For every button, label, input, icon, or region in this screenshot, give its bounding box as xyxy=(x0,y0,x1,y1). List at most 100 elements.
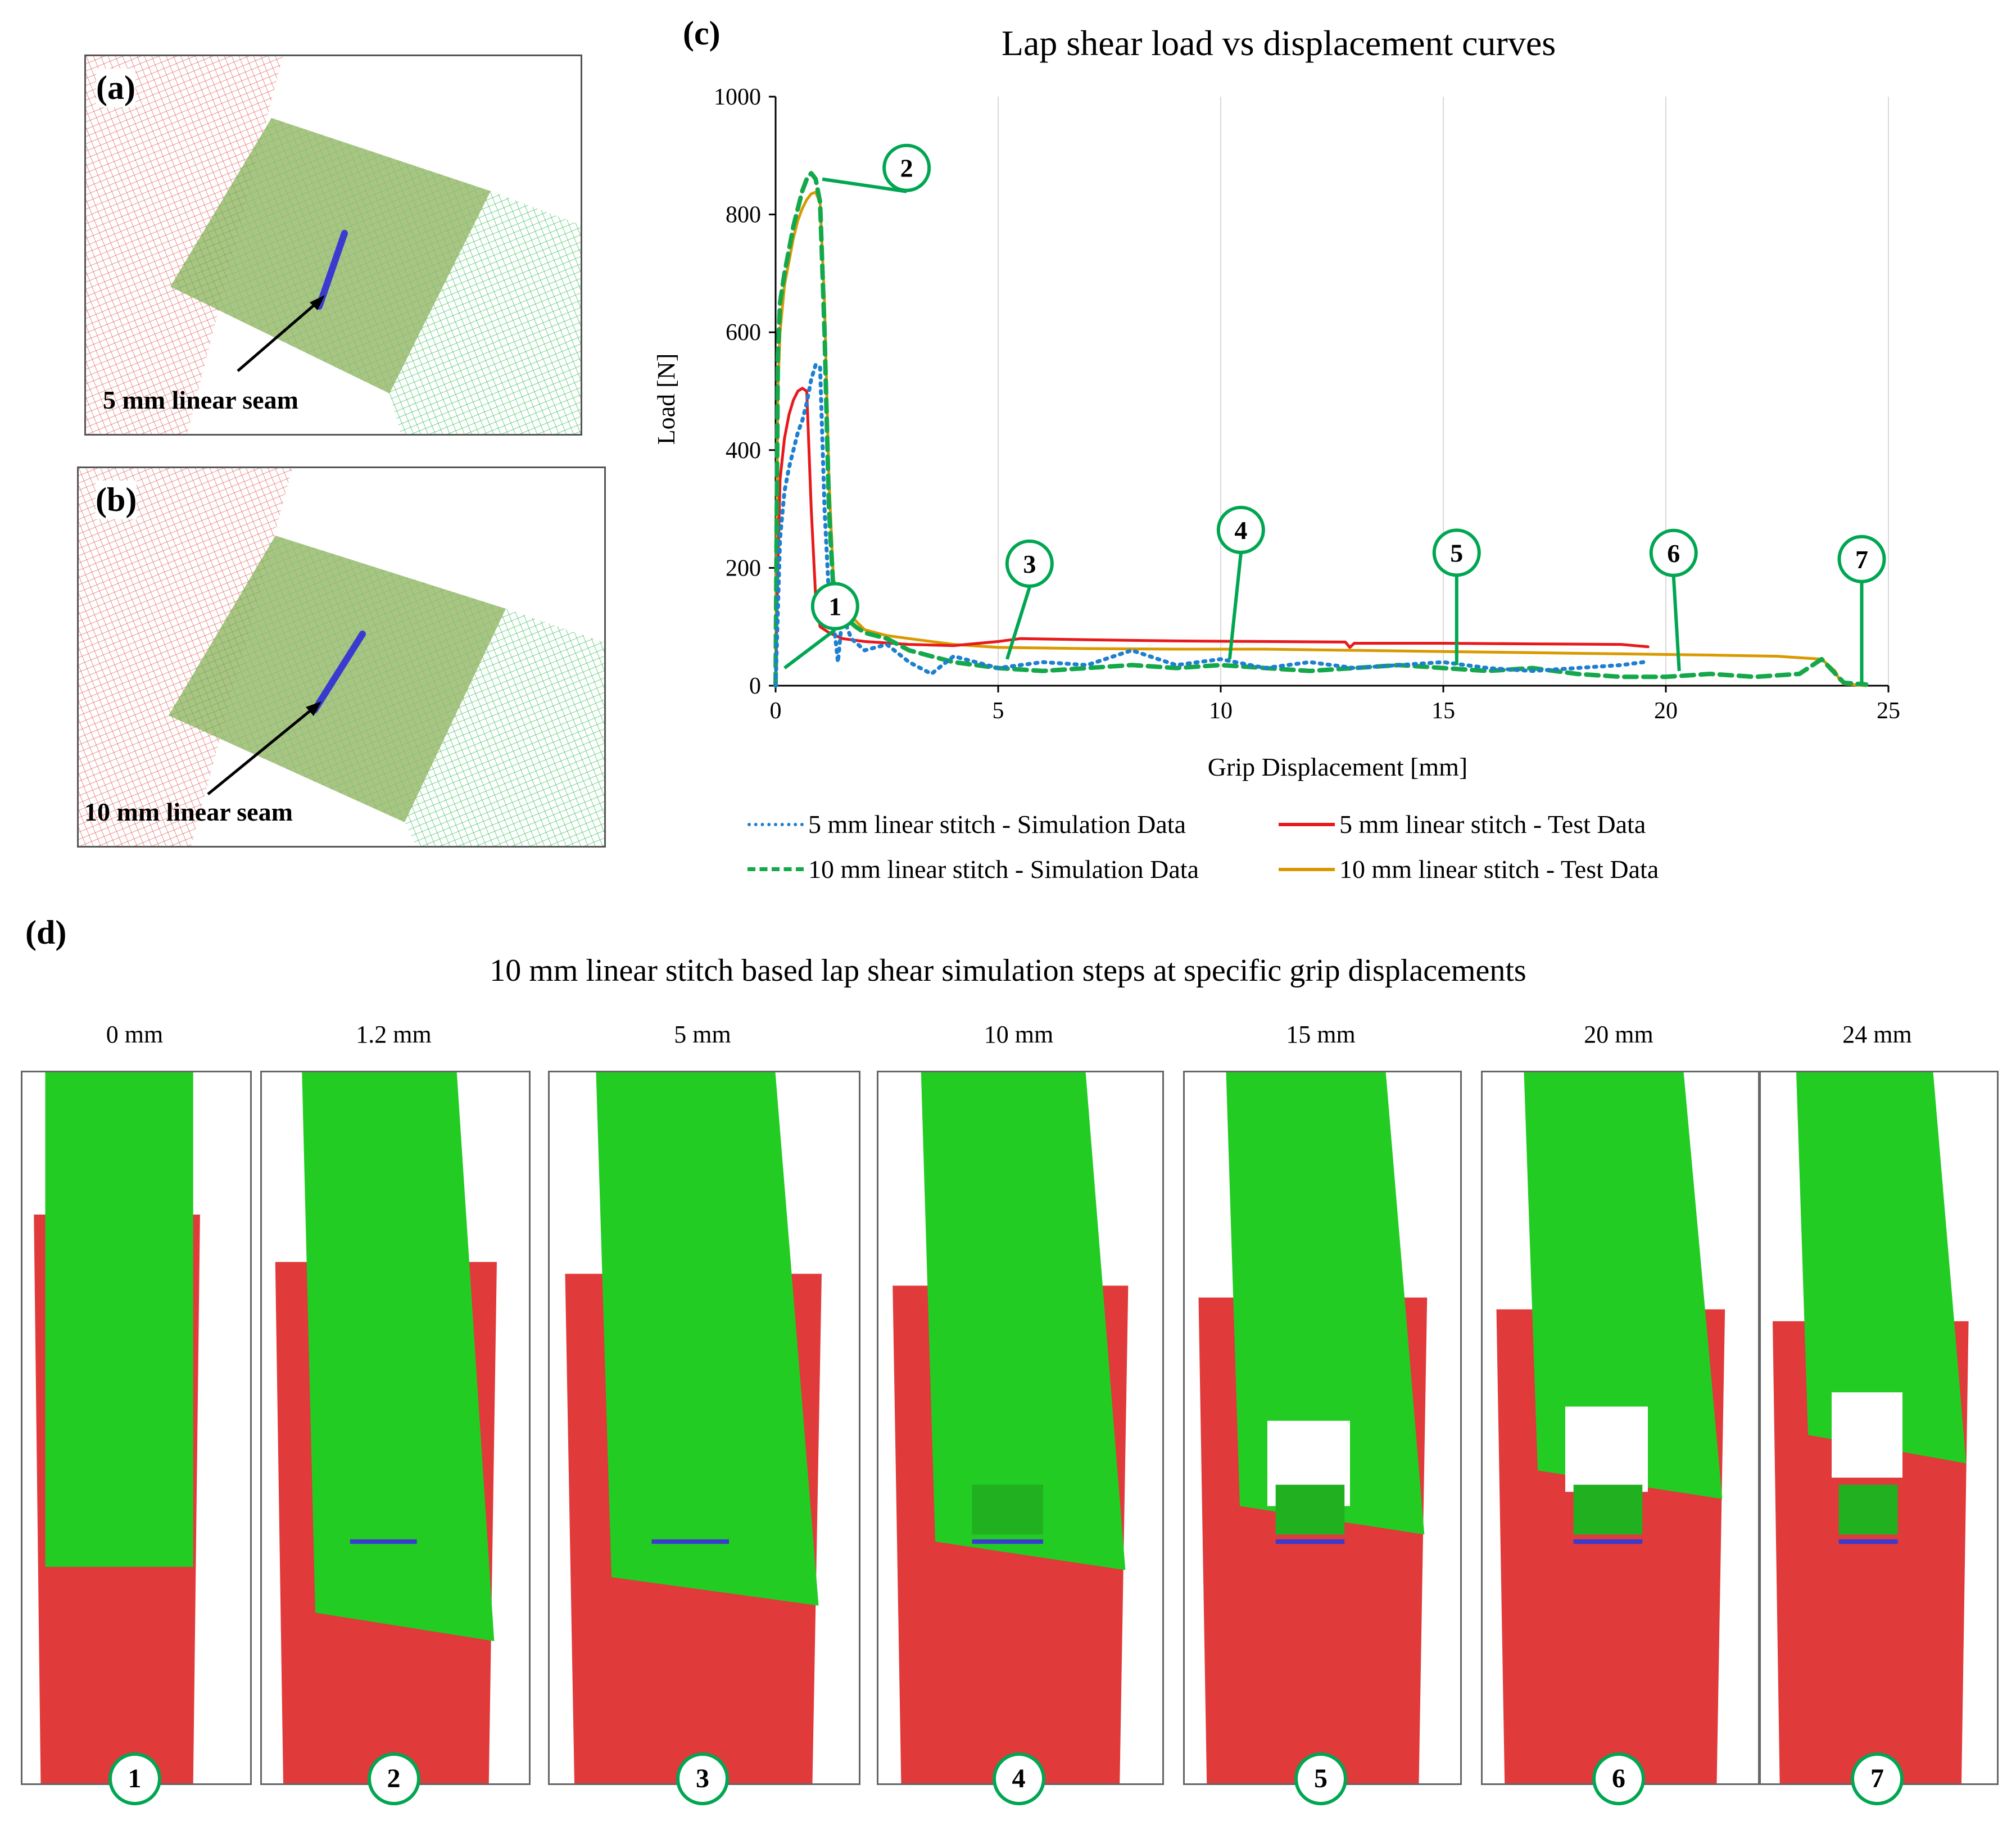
seam-line xyxy=(311,631,366,713)
panel-b-letter: (b) xyxy=(96,481,137,519)
top-green-sheet xyxy=(45,1072,193,1567)
seam-line xyxy=(316,230,348,310)
top-green-sheet xyxy=(596,1072,819,1606)
marker-label-2: 2 xyxy=(900,154,913,183)
step-marker-circle: 1 xyxy=(108,1752,161,1805)
series-line-4 xyxy=(774,191,1868,687)
stitch-band xyxy=(1275,1484,1345,1535)
panel-d-letter: (d) xyxy=(25,914,67,951)
series-line-2 xyxy=(774,387,1650,687)
marker-arrow-6 xyxy=(1671,576,1681,671)
step-frame xyxy=(21,1071,252,1785)
top-green-sheet xyxy=(1796,1072,1967,1464)
step-frame xyxy=(548,1071,860,1785)
y-tick-label-200: 200 xyxy=(726,555,761,581)
step-displacement-label: 0 mm xyxy=(106,1021,164,1048)
marker-arrow-2 xyxy=(822,177,907,193)
top-green-sheet xyxy=(921,1072,1126,1570)
marker-label-6: 6 xyxy=(1667,539,1680,568)
panel-d-title: 10 mm linear stitch based lap shear simu… xyxy=(490,953,1526,988)
green-sheet-mesh xyxy=(405,609,604,846)
step-frame xyxy=(1183,1071,1462,1785)
panel-c-letter: (c) xyxy=(683,15,721,52)
legend-swatch-sim10 xyxy=(747,867,804,871)
marker-label-1: 1 xyxy=(828,592,841,621)
y-tick-label-400: 400 xyxy=(726,438,761,464)
marker-layer: 1 2 3 4 5 6 7 xyxy=(783,143,1886,683)
top-green-sheet xyxy=(302,1072,495,1641)
step-displacement-label: 1.2 mm xyxy=(356,1021,432,1048)
stitch-band xyxy=(1573,1484,1643,1535)
x-tick-label-20: 20 xyxy=(1654,698,1678,724)
step-displacement-label: 5 mm xyxy=(674,1021,731,1048)
marker-circle-3 xyxy=(1005,539,1054,588)
x-tick-label-10: 10 xyxy=(1209,698,1233,724)
panel-a-letter: (a) xyxy=(96,69,135,107)
y-axis-label: Load [N] xyxy=(653,354,680,445)
step-frame xyxy=(1759,1071,1999,1785)
marker-arrow-1 xyxy=(783,628,836,669)
step-marker-circle: 7 xyxy=(1851,1752,1904,1805)
series-layer xyxy=(773,171,1869,688)
step-marker-circle: 4 xyxy=(992,1752,1045,1805)
marker-arrow-4 xyxy=(1227,553,1243,660)
legend-text-sim5: 5 mm linear stitch - Simulation Data xyxy=(808,810,1186,839)
stitch-band xyxy=(1838,1484,1898,1535)
separation-gap xyxy=(1565,1406,1648,1492)
y-tick-label-800: 800 xyxy=(726,202,761,228)
separation-gap xyxy=(1832,1392,1902,1478)
marker-circle-6 xyxy=(1649,528,1698,577)
step-frame xyxy=(877,1071,1164,1785)
marker-circle-5 xyxy=(1432,528,1481,577)
marker-circle-7 xyxy=(1837,534,1886,583)
marker-arrow-3 xyxy=(1005,586,1031,660)
y-tick-label-1000: 1000 xyxy=(714,84,761,110)
seam-label-b: 10 mm linear seam xyxy=(84,798,293,826)
step-displacement-label: 20 mm xyxy=(1584,1021,1653,1048)
marker-label-5: 5 xyxy=(1450,538,1463,567)
step-marker-circle: 5 xyxy=(1294,1752,1347,1805)
legend-test5: 5 mm linear stitch - Test Data xyxy=(1279,809,1646,839)
marker-circle-1 xyxy=(810,582,859,631)
legend-swatch-sim5 xyxy=(747,822,804,826)
top-green-sheet xyxy=(1524,1072,1723,1499)
marker-circle-2 xyxy=(882,143,931,192)
series-line-1 xyxy=(773,363,1646,688)
y-tick-label-0: 0 xyxy=(749,673,761,699)
x-tick-label-0: 0 xyxy=(770,698,782,724)
chart-title: Lap shear load vs displacement curves xyxy=(1001,23,1556,63)
x-axis-label: Grip Displacement [mm] xyxy=(1208,753,1467,781)
legend-text-sim10: 10 mm linear stitch - Simulation Data xyxy=(808,855,1199,884)
stitch-band xyxy=(972,1484,1043,1535)
legend-test10: 10 mm linear stitch - Test Data xyxy=(1279,854,1659,884)
marker-circle-4 xyxy=(1216,505,1265,554)
marker-label-4: 4 xyxy=(1234,516,1247,545)
step-marker-circle: 6 xyxy=(1592,1752,1645,1805)
legend-sim10: 10 mm linear stitch - Simulation Data xyxy=(747,854,1199,884)
marker-label-3: 3 xyxy=(1023,550,1036,578)
step-frame xyxy=(260,1071,531,1785)
series-line-3 xyxy=(773,171,1869,688)
mesh-image-b xyxy=(79,468,604,846)
step-displacement-label: 10 mm xyxy=(984,1021,1054,1048)
legend-text-test10: 10 mm linear stitch - Test Data xyxy=(1339,855,1659,884)
x-tick-label-5: 5 xyxy=(993,698,1004,724)
step-displacement-label: 24 mm xyxy=(1842,1021,1912,1048)
green-sheet-mesh xyxy=(389,191,581,434)
legend-swatch-test5 xyxy=(1279,822,1335,826)
top-green-sheet xyxy=(1226,1072,1425,1535)
load-displacement-chart: 0 5 10 15 20 25 0 200 400 600 800 1000 1 2 3 4 5 6 7 Load… xyxy=(653,84,1900,781)
legend-text-test5: 5 mm linear stitch - Test Data xyxy=(1339,810,1646,839)
red-sheet-mesh xyxy=(86,56,283,434)
mesh-panel-b: (b) 10 mm linear seam xyxy=(77,466,606,848)
step-displacement-label: 15 mm xyxy=(1286,1021,1356,1048)
marker-label-7: 7 xyxy=(1855,545,1868,574)
seam-label-a: 5 mm linear seam xyxy=(103,386,298,414)
mesh-panel-a: (a) 5 mm linear seam xyxy=(84,55,582,436)
x-tick-label-25: 25 xyxy=(1877,698,1900,724)
step-frame xyxy=(1481,1071,1760,1785)
grid-layer xyxy=(998,97,1889,686)
step-marker-circle: 3 xyxy=(676,1752,729,1805)
step-marker-circle: 2 xyxy=(367,1752,420,1805)
legend-swatch-test10 xyxy=(1279,867,1335,871)
